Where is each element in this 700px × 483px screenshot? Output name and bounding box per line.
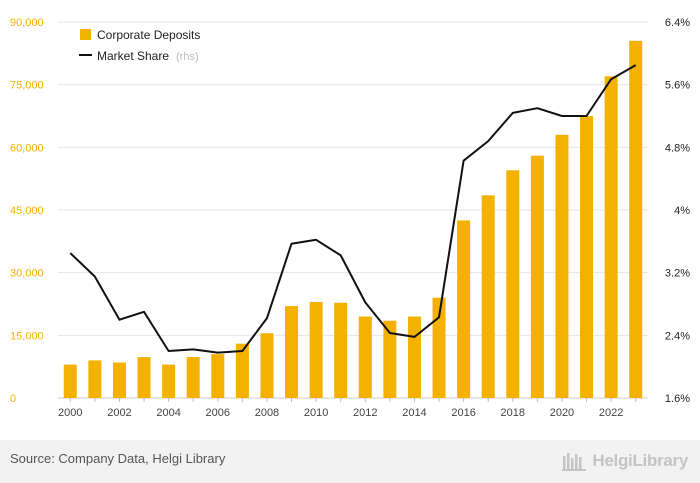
bar — [555, 134, 569, 399]
bar — [629, 40, 643, 399]
bar — [63, 364, 77, 398]
left-axis-tick-label: 15,000 — [10, 330, 44, 342]
bar — [506, 170, 520, 398]
right-axis-tick-label: 6.4% — [665, 17, 690, 29]
gridlines — [58, 21, 648, 399]
x-tick-label: 2000 — [58, 407, 82, 419]
bar — [260, 333, 274, 398]
left-axis-tick-label: 30,000 — [10, 268, 44, 280]
legend-label-corporate-deposits: Corporate Deposits — [97, 28, 200, 42]
helgi-library-logo: HelgiLibrary — [562, 448, 688, 474]
left-axis-ticks: 0 15,000 30,000 45,000 60,000 75,000 90,000 — [10, 17, 44, 405]
bar — [432, 297, 446, 398]
bar — [358, 316, 372, 398]
bar — [211, 354, 225, 398]
market-share-line-path — [69, 64, 637, 354]
market-share-line — [69, 64, 637, 354]
left-axis-tick-label: 45,000 — [10, 205, 44, 217]
bar — [285, 306, 299, 398]
library-icon — [562, 453, 587, 471]
right-axis-tick-label: 1.6% — [665, 393, 690, 405]
left-axis-tick-label: 0 — [10, 393, 16, 405]
right-axis-ticks: 1.6% 2.4% 3.2% 4% 4.8% 5.6% 6.4% — [665, 17, 690, 405]
left-axis-tick-label: 60,000 — [10, 142, 44, 154]
bars — [63, 40, 643, 399]
right-axis-tick-label: 2.4% — [665, 330, 690, 342]
bar — [235, 343, 249, 398]
legend-label-market-share: Market Share — [97, 49, 169, 63]
bar — [309, 301, 323, 398]
x-tick-label: 2014 — [402, 407, 426, 419]
x-tick-label: 2018 — [501, 407, 525, 419]
source-note: Source: Company Data, Helgi Library — [10, 451, 226, 466]
x-tick-label: 2002 — [107, 407, 131, 419]
x-tick-label: 2004 — [156, 407, 180, 419]
bar — [334, 302, 348, 398]
legend-rhs-note: (rhs) — [176, 51, 199, 63]
legend-swatch-corporate-deposits — [80, 29, 91, 40]
logo-text: HelgiLibrary — [592, 451, 688, 470]
x-tick-label: 2010 — [304, 407, 328, 419]
bar — [481, 195, 495, 398]
x-tick-label: 2022 — [599, 407, 623, 419]
bar — [407, 316, 421, 398]
bar — [457, 220, 471, 398]
x-tick-label: 2020 — [550, 407, 574, 419]
right-axis-tick-label: 4% — [674, 205, 690, 217]
x-tick-label: 2012 — [353, 407, 377, 419]
left-axis-tick-label: 75,000 — [10, 80, 44, 92]
x-tick-label: 2016 — [451, 407, 475, 419]
bar — [88, 360, 102, 398]
x-tick-label: 2006 — [206, 407, 230, 419]
footer: Source: Company Data, Helgi Library Helg… — [0, 440, 700, 483]
bar — [137, 357, 151, 398]
bar — [383, 320, 397, 398]
bar — [580, 116, 594, 398]
x-axis: 2000 2002 2004 2006 2008 2010 2012 2014 2016 2018… — [58, 398, 637, 419]
bar — [530, 155, 544, 398]
bar — [186, 357, 200, 398]
bar — [604, 76, 618, 399]
legend: Corporate Deposits Market Share (rhs) — [79, 28, 200, 63]
chart: 0 15,000 30,000 45,000 60,000 75,000 90,000 1.… — [10, 17, 690, 419]
right-axis-tick-label: 3.2% — [665, 268, 690, 280]
right-axis-tick-label: 4.8% — [665, 142, 690, 154]
bar — [162, 364, 176, 398]
right-axis-tick-label: 5.6% — [665, 80, 690, 92]
x-tick-label: 2008 — [255, 407, 279, 419]
bar — [112, 362, 126, 398]
left-axis-tick-label: 90,000 — [10, 17, 44, 29]
